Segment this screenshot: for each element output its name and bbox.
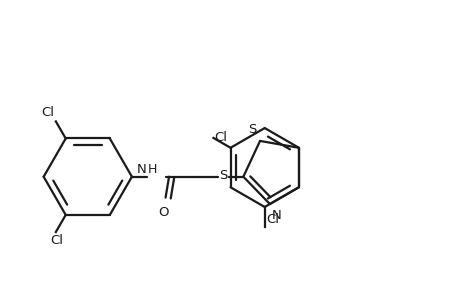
Text: S: S — [248, 123, 256, 136]
Text: Cl: Cl — [50, 234, 63, 247]
Text: N: N — [272, 209, 281, 222]
Text: S: S — [218, 169, 227, 182]
Text: Cl: Cl — [42, 106, 55, 119]
Text: N: N — [136, 163, 146, 176]
Text: Cl: Cl — [265, 213, 278, 226]
Text: Cl: Cl — [214, 131, 227, 144]
Text: H: H — [147, 163, 157, 176]
Text: O: O — [157, 206, 168, 219]
